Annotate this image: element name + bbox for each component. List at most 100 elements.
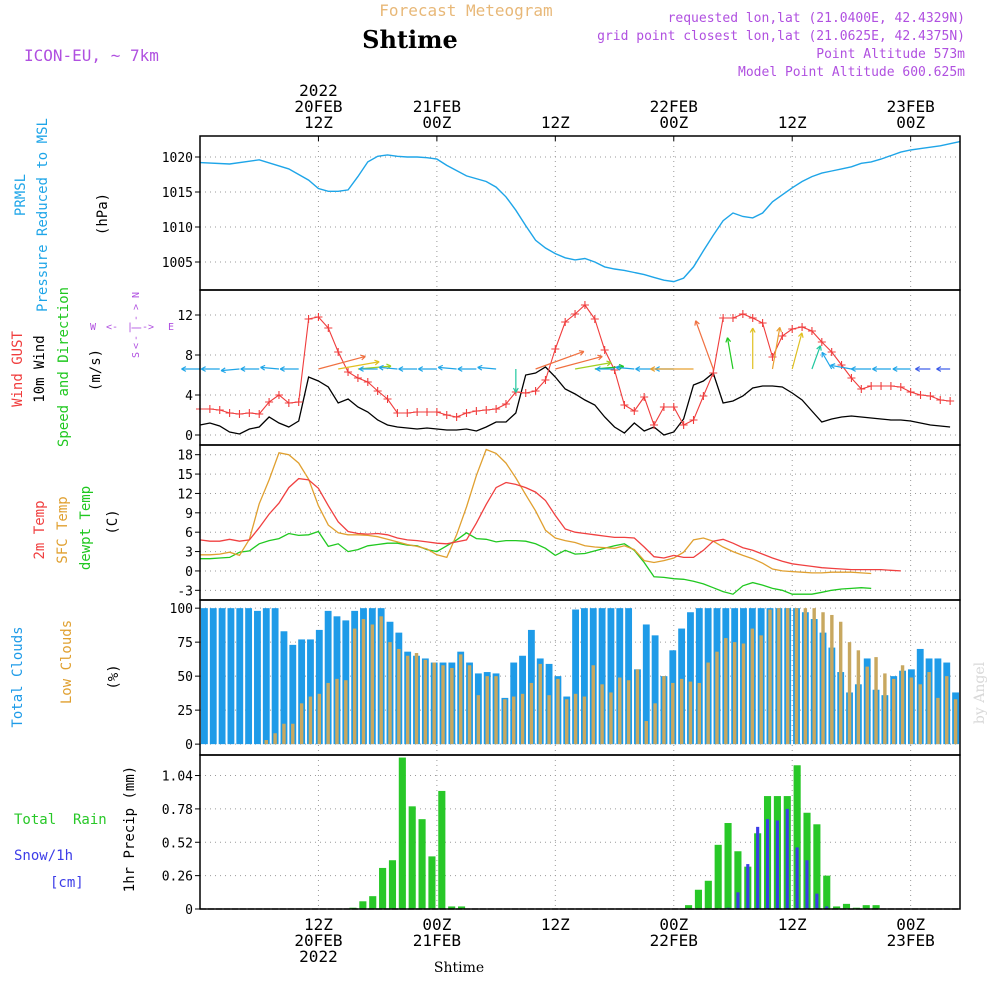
- snow-bar: [756, 826, 760, 909]
- low-cloud-bar: [370, 624, 375, 745]
- gust-marker: [413, 408, 422, 416]
- low-cloud-bar: [476, 695, 481, 745]
- time-label-bottom: 22FEB: [650, 931, 698, 950]
- panel-frame: [199, 754, 961, 910]
- prmsl-label: PRMSL: [13, 174, 29, 216]
- gust-marker: [728, 314, 737, 322]
- pressure-y-axis: 1005 1010 1015 1020: [162, 151, 960, 271]
- rain-bar: [359, 901, 367, 909]
- low-cloud-bar: [918, 684, 922, 745]
- time-label-top: 21FEB: [413, 97, 461, 116]
- total-cloud-bar: [651, 635, 659, 745]
- rain-bar: [438, 790, 446, 909]
- time-label-bottom: 21FEB: [413, 931, 461, 950]
- wind-arrows: [181, 320, 951, 393]
- low-cloud-bar: [379, 616, 383, 745]
- snow-bar: [746, 864, 750, 909]
- low-cloud-bar: [600, 684, 604, 745]
- wind-arrow-head: [200, 366, 206, 372]
- wind-arrow-head: [892, 366, 898, 372]
- gust-marker: [432, 408, 441, 416]
- wind-arrow: [555, 355, 603, 370]
- total-cloud-bar: [572, 609, 579, 745]
- low-cloud-bar: [909, 677, 914, 745]
- rain-bar: [734, 851, 742, 909]
- gust-marker: [531, 387, 540, 395]
- clouds-unit: (%): [106, 664, 122, 689]
- low-cloud-bar: [397, 648, 401, 745]
- precip-ylabel: 1hr Precip (mm): [122, 766, 138, 892]
- time-label-top: 12Z: [541, 113, 570, 132]
- wind-line: [199, 366, 951, 436]
- compass-s: S: [131, 352, 142, 358]
- low-cloud-bar: [512, 696, 516, 745]
- time-label-bottom: 00Z: [659, 915, 688, 934]
- gridlines: [200, 135, 912, 909]
- gust-marker: [571, 310, 580, 318]
- low-cloud-bar: [458, 654, 463, 745]
- snow-bar: [815, 893, 819, 909]
- low-cloud-bar: [565, 699, 569, 745]
- low-cloud-bar: [697, 682, 702, 745]
- gust-marker: [659, 403, 668, 411]
- y-tick-label: -3: [177, 584, 193, 599]
- gust-marker: [827, 348, 836, 356]
- gust-marker: [758, 319, 767, 327]
- low-cloud-bar: [432, 662, 436, 745]
- low-cloud-bar: [388, 642, 392, 745]
- gust-marker: [946, 397, 955, 405]
- wind-arrow-head: [694, 320, 700, 326]
- time-label-bottom: 2022: [299, 947, 338, 966]
- rain-bar: [685, 905, 693, 909]
- y-tick-label: 4: [185, 389, 193, 404]
- rain-bar: [793, 765, 801, 909]
- low-cloud-bar: [945, 676, 949, 745]
- snow-unit: [cm]: [50, 875, 84, 891]
- gust-markers: [196, 301, 955, 429]
- wind-arrow: [535, 350, 585, 370]
- time-label-top: 00Z: [896, 113, 925, 132]
- rain-bar: [379, 867, 387, 909]
- low-cloud-bar: [405, 655, 410, 745]
- compass-n: N: [131, 292, 142, 298]
- low-cloud-bar: [768, 609, 772, 745]
- gust-marker: [353, 374, 362, 382]
- time-label-top: 00Z: [422, 113, 451, 132]
- gust-marker: [926, 392, 935, 400]
- gust-marker: [215, 406, 224, 414]
- total-cloud-bar: [289, 644, 297, 745]
- panel-frame: [199, 135, 961, 291]
- low-cloud-bar: [273, 733, 277, 745]
- time-label-bottom: 00Z: [422, 915, 451, 934]
- precipitation-y-axis: 0 0.26 0.52 0.78 1.04: [162, 770, 960, 918]
- low-cloud-bar: [414, 653, 419, 745]
- pressure-line: [199, 140, 961, 283]
- y-tick-label: 1020: [162, 151, 193, 166]
- rain-bar: [823, 875, 831, 909]
- low-cloud-bar: [838, 621, 843, 745]
- low-cloud-bar: [892, 678, 896, 745]
- low-cloud-bar: [626, 680, 631, 745]
- time-label-bottom: 12Z: [778, 915, 807, 934]
- low-cloud-bar: [785, 608, 790, 745]
- low-cloud-bar: [732, 642, 737, 745]
- wind-arrow: [726, 337, 734, 370]
- wind10-label: 10m Wind: [32, 335, 48, 402]
- gust-marker: [699, 392, 708, 400]
- y-tick-label: 0: [185, 738, 193, 753]
- gust-marker: [482, 406, 491, 414]
- total-cloud-bar: [209, 608, 217, 745]
- low-cloud-bar: [335, 678, 339, 745]
- low-cloud-bar: [344, 680, 348, 745]
- gust-marker: [235, 410, 244, 418]
- low-cloud-bar: [936, 697, 940, 745]
- low-cloud-bar: [582, 696, 587, 745]
- compass-e: E: [168, 322, 174, 333]
- rain-bar: [428, 856, 436, 909]
- svg-text:<-: <-: [106, 322, 118, 333]
- gust-marker: [689, 416, 698, 424]
- low-cloud-bar: [750, 628, 755, 745]
- wind-arrow-head: [606, 360, 612, 367]
- low-cloud-bar: [715, 651, 719, 745]
